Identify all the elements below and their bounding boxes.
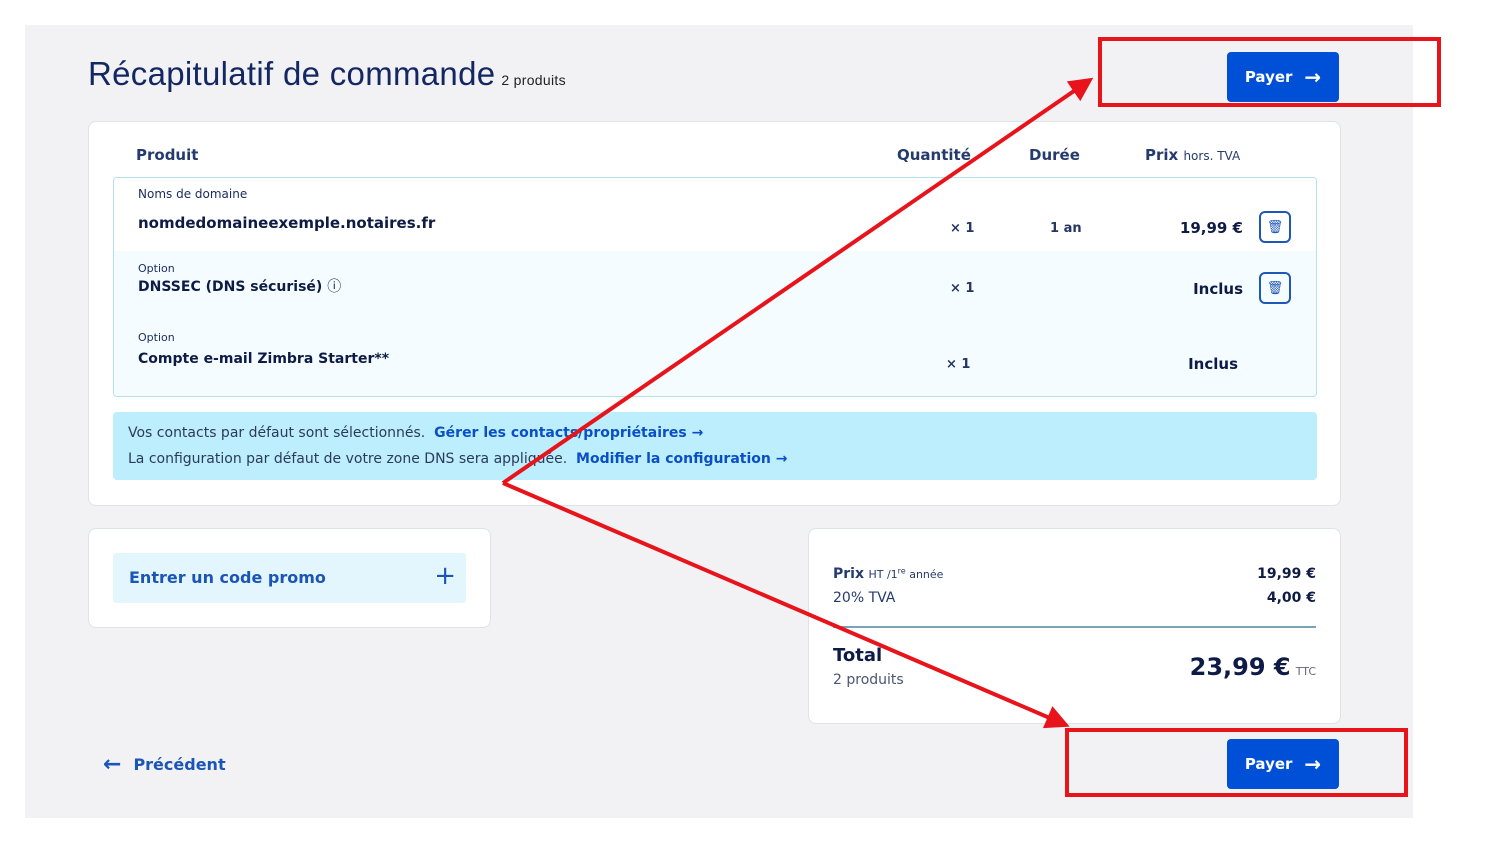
trash-icon[interactable]: 🗑 [1259, 272, 1291, 304]
row-price: Inclus [1188, 355, 1238, 373]
promo-toggle[interactable]: Entrer un code promo + [113, 553, 466, 603]
price-ht-label: Prix HT /1re année [833, 566, 944, 582]
trash-icon[interactable]: 🗑 [1259, 211, 1291, 243]
row-qty: × 1 [946, 357, 971, 372]
promo-card: Entrer un code promo + [88, 528, 491, 628]
row-category: Option [138, 262, 175, 275]
tva-value: 4,00 € [1266, 590, 1316, 606]
row-category: Option [138, 331, 175, 344]
total-count: 2 produits [833, 672, 904, 688]
row-name: nomdedomaineexemple.notaires.fr [138, 214, 436, 232]
col-price: Prix hors. TVA [1145, 146, 1241, 164]
arrow-left-icon: ← [103, 752, 122, 777]
annotation-arrow-top [501, 77, 1094, 485]
row-qty: × 1 [950, 281, 975, 296]
arrow-right-icon: → [1304, 65, 1322, 89]
manage-contacts-link[interactable]: Gérer les contacts/propriétaires → [434, 425, 704, 441]
pay-button-top[interactable]: Payer → [1227, 52, 1339, 102]
cart-card: Produit Quantité Durée Prix hors. TVA No… [88, 121, 1341, 506]
highlight-box-top [1098, 37, 1441, 107]
modify-config-link[interactable]: Modifier la configuration → [576, 451, 788, 467]
row-price: 19,99 € [1179, 219, 1243, 237]
defaults-info-banner: Vos contacts par défaut sont sélectionné… [113, 412, 1317, 480]
row-price: Inclus [1193, 280, 1243, 298]
tva-label: 20% TVA [833, 590, 896, 606]
total-value: 23,99 € TTC [1189, 653, 1316, 681]
cart-rows: Noms de domaine nomdedomaineexemple.nota… [113, 177, 1317, 397]
previous-button[interactable]: ← Précédent [103, 752, 226, 777]
highlight-box-bottom [1065, 728, 1408, 797]
totals-card: Prix HT /1re année 19,99 € 20% TVA 4,00 … [808, 528, 1341, 724]
pay-button-bottom[interactable]: Payer → [1227, 739, 1339, 789]
row-duration: 1 an [1050, 221, 1082, 236]
page-title: Récapitulatif de commande 2 produits [88, 55, 566, 92]
arrow-right-icon: → [1304, 752, 1322, 776]
plus-icon: + [434, 561, 456, 591]
order-summary-page: Récapitulatif de commande 2 produits Paye… [25, 25, 1413, 818]
col-product: Produit [136, 146, 199, 164]
row-category: Noms de domaine [138, 187, 248, 201]
total-label: Total [833, 645, 883, 666]
table-row: Option Compte e-mail Zimbra Starter** × … [114, 320, 1316, 396]
product-count: 2 produits [501, 72, 566, 88]
info-text: Vos contacts par défaut sont sélectionné… [128, 425, 426, 441]
col-quantity: Quantité [897, 146, 971, 164]
price-ht-value: 19,99 € [1257, 566, 1316, 582]
annotation-arrow-bottom [502, 481, 1070, 729]
row-qty: × 1 [950, 221, 975, 236]
table-row: Noms de domaine nomdedomaineexemple.nota… [114, 178, 1316, 252]
divider [833, 626, 1316, 628]
info-icon[interactable]: ⓘ [327, 279, 342, 295]
row-name: Compte e-mail Zimbra Starter** [138, 351, 390, 367]
col-duration: Durée [1029, 146, 1080, 164]
row-name: DNSSEC (DNS sécurisé) ⓘ [138, 279, 342, 295]
info-text: La configuration par défaut de votre zon… [128, 451, 568, 467]
promo-label: Entrer un code promo [129, 568, 326, 587]
